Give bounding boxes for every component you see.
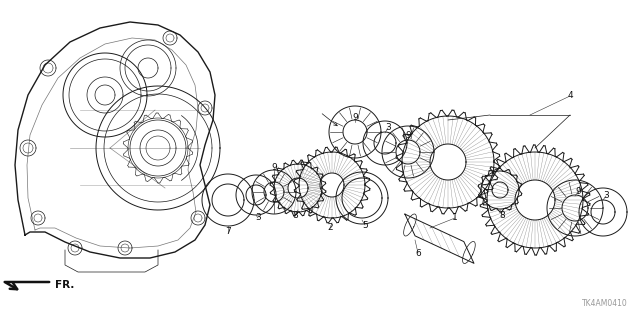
Text: 9: 9 xyxy=(271,164,277,172)
Text: TK4AM0410: TK4AM0410 xyxy=(582,299,628,308)
Text: 9: 9 xyxy=(352,114,358,123)
Text: FR.: FR. xyxy=(55,280,74,290)
Text: 6: 6 xyxy=(415,249,421,258)
Text: 5: 5 xyxy=(362,220,368,229)
Text: 8: 8 xyxy=(499,211,505,220)
Text: 7: 7 xyxy=(225,228,231,236)
Text: 9: 9 xyxy=(575,188,581,196)
Text: 4: 4 xyxy=(567,92,573,100)
Text: 3: 3 xyxy=(255,213,261,222)
Text: 3: 3 xyxy=(603,191,609,201)
Text: 1: 1 xyxy=(452,213,458,222)
Text: 2: 2 xyxy=(327,223,333,233)
Text: 8: 8 xyxy=(292,211,298,220)
Text: 3: 3 xyxy=(385,124,391,132)
Text: 9: 9 xyxy=(405,132,411,140)
